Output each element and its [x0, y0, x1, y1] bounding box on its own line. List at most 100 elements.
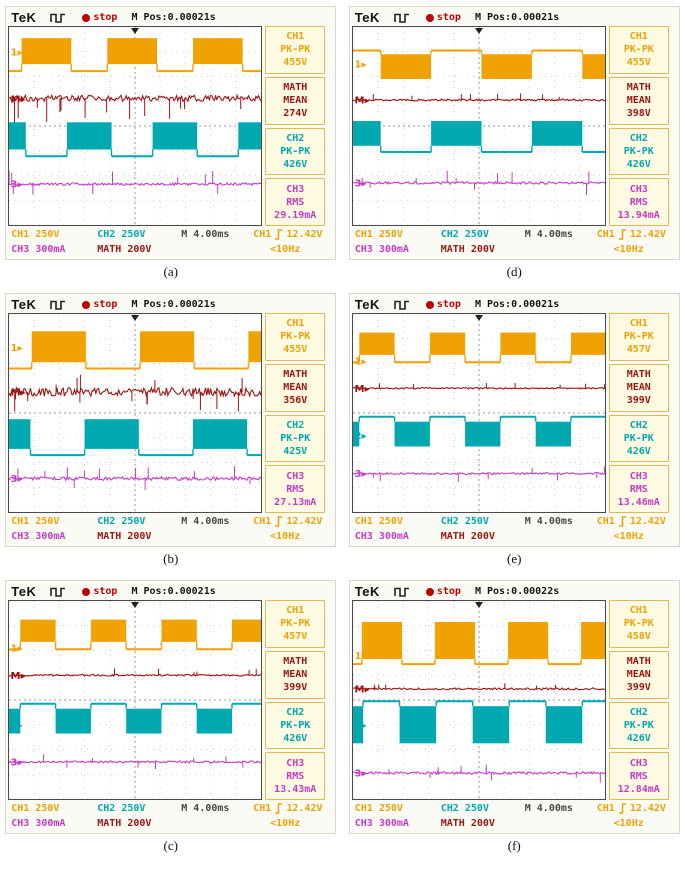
measurement-source: MATH	[626, 369, 651, 381]
trigger-level: 12.42V	[629, 516, 666, 527]
measurement-box-math: MATH MEAN 398V	[608, 76, 669, 125]
svg-text:1▸: 1▸	[354, 651, 366, 662]
measurement-type: RMS	[629, 196, 648, 208]
measurement-type: PK-PK	[280, 618, 311, 630]
waveform-display: 1▸ M▸ 2▸ 3▸	[351, 26, 606, 226]
measurement-value: 457V	[283, 631, 308, 643]
measurement-type: RMS	[286, 483, 305, 495]
measurement-source: CH2	[629, 419, 648, 431]
oscilloscope-capture: TeK stop M Pos:0.00021s 1▸ M▸ 2▸ 3▸ CH1 PK-…	[348, 293, 681, 568]
measurement-source: CH1	[286, 318, 305, 330]
measurement-value: 458V	[626, 631, 651, 643]
measurement-value: 399V	[626, 395, 651, 407]
measurement-type: PK-PK	[280, 331, 311, 343]
stop-label: stop	[436, 12, 461, 23]
trigger-frequency-readout: <10Hz	[270, 818, 301, 829]
measurement-type: PK-PK	[623, 44, 654, 56]
scope-main: 1▸ M▸ 2▸ 3▸ CH1 PK-PK 455V MATH MEAN 274V C…	[8, 26, 333, 226]
subfigure-caption: (c)	[163, 838, 178, 853]
measurement-source: CH2	[286, 419, 305, 431]
status-row-1: CH1 250V CH2 250V M 4.00ms CH1 12.42V	[355, 514, 674, 529]
rising-edge-icon	[275, 803, 283, 814]
waveform-display: 1▸ M▸ 2▸ 3▸	[8, 26, 263, 226]
svg-text:3▸: 3▸	[11, 474, 23, 485]
measurement-type: MEAN	[283, 669, 308, 681]
measurement-source: CH1	[629, 605, 648, 617]
measurement-box-math: MATH MEAN 399V	[608, 650, 669, 699]
measurement-box-ch3: CH3 RMS 13.43mA	[265, 752, 326, 800]
acquisition-stop-status: stop	[425, 12, 461, 23]
trigger-source: CH1	[596, 516, 615, 527]
measurement-value: 457V	[626, 344, 651, 356]
ch2-scale-readout: CH2 250V	[440, 229, 489, 240]
timebase-readout: M 4.00ms	[181, 803, 230, 814]
measurement-value: 12.84mA	[617, 783, 660, 795]
trigger-frequency-readout: <10Hz	[270, 531, 301, 542]
trigger-readout: CH1 12.42V	[597, 229, 666, 240]
measurement-type: PK-PK	[280, 44, 311, 56]
svg-text:M▸: M▸	[354, 96, 369, 107]
scope-header: TeK stop M Pos:0.00021s	[8, 296, 333, 313]
svg-text:2▸: 2▸	[11, 720, 23, 731]
scope-header: TeK stop M Pos:0.00021s	[352, 9, 677, 26]
oscilloscope-capture: TeK stop M Pos:0.00021s 1▸ M▸ 2▸ 3▸ CH1 PK-…	[5, 6, 337, 281]
scope-main: 1▸ M▸ 2▸ 3▸ CH1 PK-PK 458V MATH MEAN 399V C…	[351, 600, 677, 800]
measurement-box-math: MATH MEAN 356V	[265, 363, 326, 412]
horizontal-position-readout: M Pos:0.00021s	[474, 12, 560, 23]
measurement-box-ch2: CH2 PK-PK 425V	[265, 414, 326, 463]
measurement-value: 356V	[283, 395, 308, 407]
scope-main: 1▸ M▸ 2▸ 3▸ CH1 PK-PK 457V MATH MEAN 399V C…	[8, 600, 333, 800]
ch3-scale-readout: CH3 300mA	[11, 531, 66, 542]
stop-label: stop	[93, 586, 118, 597]
acquisition-stop-status: stop	[425, 299, 461, 310]
timebase-readout: M 4.00ms	[524, 803, 573, 814]
status-row-2: CH3 300mA MATH 200V <10Hz	[355, 242, 674, 257]
tek-logo: TeK	[11, 297, 37, 312]
math-scale-readout: MATH 200V	[440, 531, 495, 542]
svg-text:1▸: 1▸	[354, 357, 366, 368]
math-scale-readout: MATH 200V	[97, 818, 152, 829]
ch1-scale-readout: CH1 250V	[11, 229, 60, 240]
status-row-1: CH1 250V CH2 250V M 4.00ms CH1 12.42V	[11, 801, 330, 816]
tek-logo: TeK	[354, 584, 380, 599]
square-wave-icon	[50, 300, 66, 310]
measurement-box-ch3: CH3 RMS 13.46mA	[608, 465, 669, 513]
trigger-level: 12.42V	[629, 803, 666, 814]
trigger-level: 12.42V	[286, 516, 323, 527]
measurement-value: 455V	[283, 57, 308, 69]
measurement-type: PK-PK	[280, 719, 311, 731]
horizontal-position-readout: M Pos:0.00021s	[131, 586, 216, 597]
status-row-1: CH1 250V CH2 250V M 4.00ms CH1 12.42V	[355, 801, 674, 816]
svg-text:2▸: 2▸	[354, 720, 366, 731]
subfigure-caption: (f)	[507, 838, 521, 853]
ch2-scale-readout: CH2 250V	[440, 516, 489, 527]
measurement-box-ch2: CH2 PK-PK 426V	[265, 701, 326, 750]
trigger-frequency-readout: <10Hz	[613, 244, 644, 255]
measurement-box-math: MATH MEAN 274V	[265, 76, 326, 125]
math-scale-readout: MATH 200V	[97, 531, 152, 542]
stop-label: stop	[436, 299, 461, 310]
measurement-box-ch1: CH1 PK-PK 458V	[608, 600, 669, 648]
measurement-value: 13.43mA	[274, 783, 317, 795]
svg-text:1▸: 1▸	[354, 60, 366, 71]
measurement-value: 399V	[283, 682, 308, 694]
measurement-sidebar: CH1 PK-PK 458V MATH MEAN 399V CH2 PK-PK …	[608, 600, 669, 800]
measurement-sidebar: CH1 PK-PK 455V MATH MEAN 356V CH2 PK-PK …	[265, 313, 326, 513]
trigger-readout: CH1 12.42V	[253, 803, 322, 814]
measurement-sidebar: CH1 PK-PK 457V MATH MEAN 399V CH2 PK-PK …	[608, 313, 669, 513]
measurement-source: CH3	[286, 757, 305, 769]
stop-label: stop	[93, 299, 118, 310]
measurement-sidebar: CH1 PK-PK 455V MATH MEAN 398V CH2 PK-PK …	[608, 26, 669, 226]
measurement-box-ch3: CH3 RMS 12.84mA	[608, 752, 669, 800]
measurement-source: CH3	[629, 470, 648, 482]
rising-edge-icon	[618, 803, 626, 814]
status-bar: CH1 250V CH2 250V M 4.00ms CH1 12.42V CH…	[8, 800, 333, 831]
waveform-plot: 1▸ M▸ 2▸ 3▸	[9, 601, 262, 799]
stop-dot-icon	[425, 13, 434, 22]
measurement-value: 426V	[626, 445, 651, 457]
measurement-type: MEAN	[626, 382, 651, 394]
measurement-box-ch3: CH3 RMS 27.13mA	[265, 465, 326, 513]
scope-header: TeK stop M Pos:0.00021s	[352, 296, 677, 313]
measurement-box-ch2: CH2 PK-PK 426V	[608, 127, 669, 176]
ch3-scale-readout: CH3 300mA	[354, 531, 409, 542]
